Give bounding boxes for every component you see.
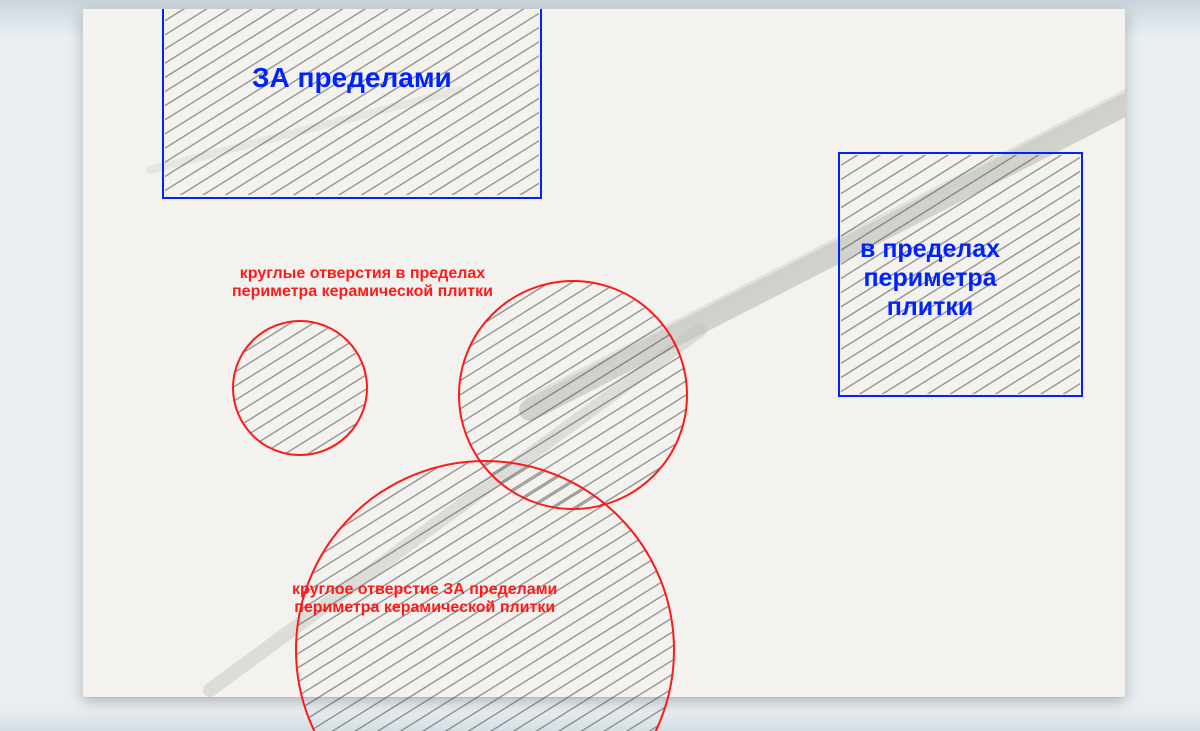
diagram-stage: ЗА пределами в пределах периметра плитки… (0, 0, 1200, 731)
label-circle-outside: круглое отверстие ЗА пределами периметра… (292, 581, 557, 618)
label-circles-within: круглые отверстия в пределах периметра к… (232, 265, 493, 302)
label-rect-inside: в пределах периметра плитки (860, 235, 1000, 321)
label-rect-outside: ЗА пределами (252, 62, 452, 94)
rect-outside-perimeter (162, 9, 542, 199)
circle-hole-small (232, 320, 368, 456)
